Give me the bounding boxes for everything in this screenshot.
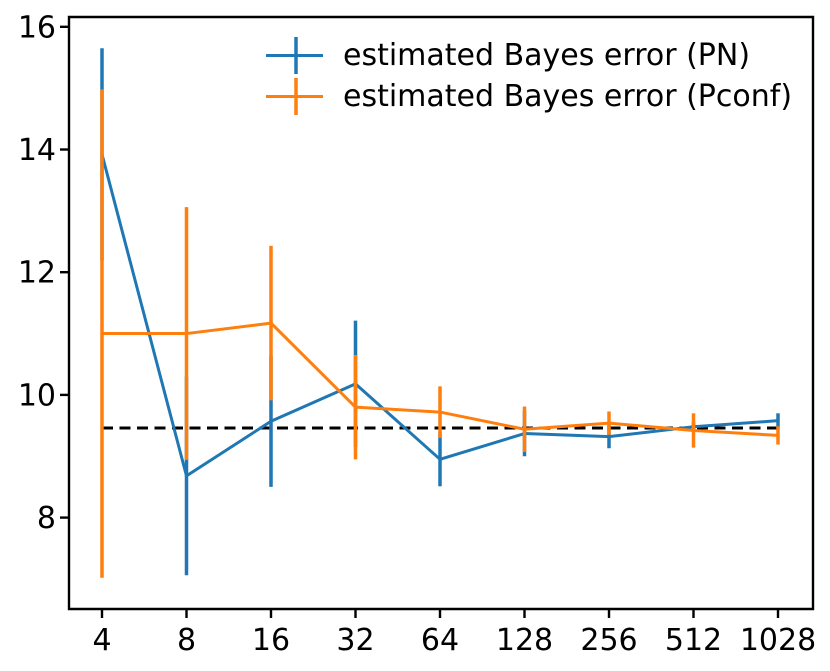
y-tick-label: 10: [18, 378, 56, 413]
legend-item-pn: estimated Bayes error (PN): [266, 35, 792, 76]
x-tick-label: 128: [496, 623, 553, 658]
x-axis: 4 8 16 32 64 128 256 512 1028: [92, 609, 816, 658]
legend: estimated Bayes error (PN) estimated Bay…: [266, 35, 792, 117]
legend-label-pconf: estimated Bayes error (Pconf): [343, 79, 793, 114]
legend-item-pconf: estimated Bayes error (Pconf): [266, 76, 792, 117]
x-tick-label: 16: [252, 623, 290, 658]
y-axis: 16 14 12 10 8: [18, 10, 69, 536]
errorbar-handle-pconf-icon: [266, 78, 323, 115]
y-tick-label: 8: [37, 501, 56, 536]
series-line: [102, 321, 779, 437]
x-tick-label: 32: [336, 623, 374, 658]
axes-spines: [67, 15, 815, 611]
y-tick-label: 14: [18, 133, 56, 168]
legend-label-pn: estimated Bayes error (PN): [343, 38, 751, 73]
series-line: [100, 154, 779, 478]
y-tick-label: 12: [18, 256, 56, 291]
x-tick-label: 512: [665, 623, 722, 658]
series-pconf: [100, 89, 780, 578]
x-tick-label: 8: [177, 623, 196, 658]
x-tick-label: 64: [421, 623, 459, 658]
errorbar-handle-pn-icon: [266, 37, 323, 74]
series-pn: [100, 48, 780, 576]
y-tick-label: 16: [18, 10, 56, 45]
x-tick-label: 256: [580, 623, 637, 658]
x-tick-label: 4: [92, 623, 111, 658]
x-tick-label: 1028: [740, 623, 816, 658]
